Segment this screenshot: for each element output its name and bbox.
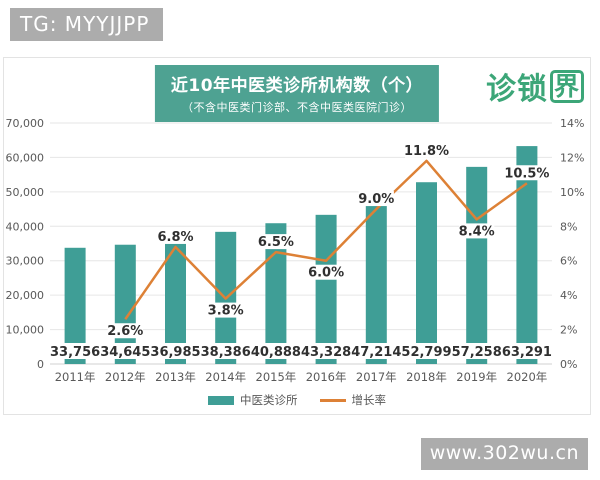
- bar-value-label-bg: [501, 343, 553, 359]
- left-axis-tick: 10,000: [6, 324, 45, 337]
- growth-label-bg: [157, 228, 194, 244]
- logo-text: 诊锁: [485, 72, 548, 107]
- growth-rate-label: 9.0%: [358, 192, 394, 207]
- bar-value-label: 43,328: [301, 345, 351, 360]
- bar-value-label: 38,386: [201, 345, 251, 360]
- bar-value-label-bg: [401, 343, 452, 359]
- left-axis-tick: 20,000: [6, 289, 45, 302]
- bar-value-label: 47,214: [351, 345, 401, 360]
- legend-item-clinics: 中医类诊所: [208, 392, 298, 408]
- growth-line: [124, 159, 528, 320]
- bar-value-label: 34,645: [100, 345, 150, 360]
- zhensuojie-logo: 诊锁界: [486, 64, 584, 108]
- bar-value-label-bg: [150, 343, 201, 359]
- growth-rate-label: 6.5%: [258, 235, 294, 250]
- legend-item-growth: 增长率: [319, 392, 387, 408]
- growth-rate-label: 6.8%: [157, 230, 193, 245]
- growth-rate-label: 10.5%: [504, 166, 549, 181]
- x-axis-label: 2017年: [356, 370, 397, 384]
- growth-rate-label: 6.0%: [308, 266, 344, 281]
- growth-label-bg: [107, 323, 143, 339]
- bar-value-label: 63,291: [502, 345, 552, 360]
- bar: [64, 247, 86, 364]
- bar-value-label-bg: [451, 343, 503, 359]
- left-axis-tick: 30,000: [6, 255, 45, 268]
- bar-value-label-bg: [99, 343, 151, 359]
- legend-line-marker: [319, 398, 346, 402]
- bar: [315, 214, 337, 364]
- left-axis-tick: 50,000: [6, 186, 45, 199]
- x-axis-label: 2018年: [406, 370, 447, 384]
- left-axis-tick: 60,000: [6, 151, 45, 164]
- right-axis-tick: 10%: [560, 186, 584, 199]
- x-axis-label: 2016年: [306, 370, 347, 384]
- chart-subtitle: （不含中医类门诊部、不含中医类医院门诊）: [181, 101, 412, 114]
- x-axis-label: 2012年: [105, 370, 146, 384]
- legend-line-label: 增长率: [351, 393, 387, 407]
- bar: [516, 146, 538, 364]
- bar-value-label: 40,888: [251, 345, 301, 360]
- x-axis-label: 2013年: [155, 370, 196, 384]
- chart-title: 近10年中医类诊所机构数（个）: [170, 76, 424, 96]
- bar: [416, 182, 437, 364]
- bar-value-label-bg: [300, 343, 352, 359]
- bar-value-label-bg: [250, 343, 302, 359]
- growth-label-bg: [308, 264, 344, 280]
- x-axis-label: 2011年: [55, 370, 96, 384]
- watermark: www.302wu.cn: [420, 438, 588, 470]
- legend: 中医类诊所 增长率: [4, 392, 590, 408]
- x-axis-label: 2015年: [256, 370, 297, 384]
- right-axis-tick: 14%: [560, 117, 584, 130]
- growth-label-bg: [258, 234, 294, 250]
- legend-bar-label: 中医类诊所: [240, 393, 298, 407]
- bar-value-label: 57,258: [452, 345, 502, 360]
- right-axis-tick: 6%: [560, 255, 577, 268]
- logo-boxed-char: 界: [549, 69, 584, 103]
- growth-rate-label: 11.8%: [404, 144, 449, 159]
- chart-frame: 0 0% 10,000 2% 20,000 4% 30,000 6% 40,000 8% 50,00…: [3, 57, 591, 415]
- x-axis-label: 2014年: [205, 370, 246, 384]
- growth-rate-label: 2.6%: [107, 324, 143, 339]
- chart-plot: 0 0% 10,000 2% 20,000 4% 30,000 6% 40,000 8% 50,00…: [6, 117, 585, 384]
- x-axis-label: 2020年: [507, 370, 548, 384]
- growth-rate-label: 3.8%: [208, 304, 244, 319]
- tg-badge: TG: MYYJJPP: [10, 8, 164, 41]
- legend-bar-swatch: [208, 395, 234, 405]
- bar: [165, 236, 186, 364]
- bar-value-label: 52,799: [401, 345, 451, 360]
- right-axis-tick: 2%: [560, 324, 577, 337]
- growth-label-bg: [358, 191, 394, 207]
- x-axis-label: 2019年: [456, 370, 497, 384]
- right-axis-tick: 12%: [560, 151, 584, 164]
- growth-label-bg: [459, 223, 495, 239]
- right-axis-tick: 4%: [560, 289, 577, 302]
- chart-title-box: 近10年中医类诊所机构数（个） （不含中医类门诊部、不含中医类医院门诊）: [154, 65, 440, 122]
- growth-label-bg: [208, 302, 244, 318]
- growth-label-bg: [405, 142, 448, 158]
- left-axis-tick: 0: [37, 358, 44, 371]
- right-axis-tick: 8%: [560, 220, 577, 233]
- bar-value-label: 36,985: [150, 345, 200, 360]
- left-axis-tick: 70,000: [6, 117, 45, 130]
- growth-label-bg: [505, 165, 549, 181]
- bar: [365, 201, 387, 364]
- bar-value-label-bg: [350, 343, 402, 359]
- bar-value-label: 33,756: [50, 345, 100, 360]
- right-axis-tick: 0%: [560, 358, 577, 371]
- left-axis-tick: 40,000: [6, 220, 45, 233]
- bar-value-label-bg: [200, 343, 252, 359]
- bar: [466, 166, 488, 364]
- growth-rate-label: 8.4%: [459, 224, 495, 239]
- bar-value-label-bg: [49, 343, 101, 359]
